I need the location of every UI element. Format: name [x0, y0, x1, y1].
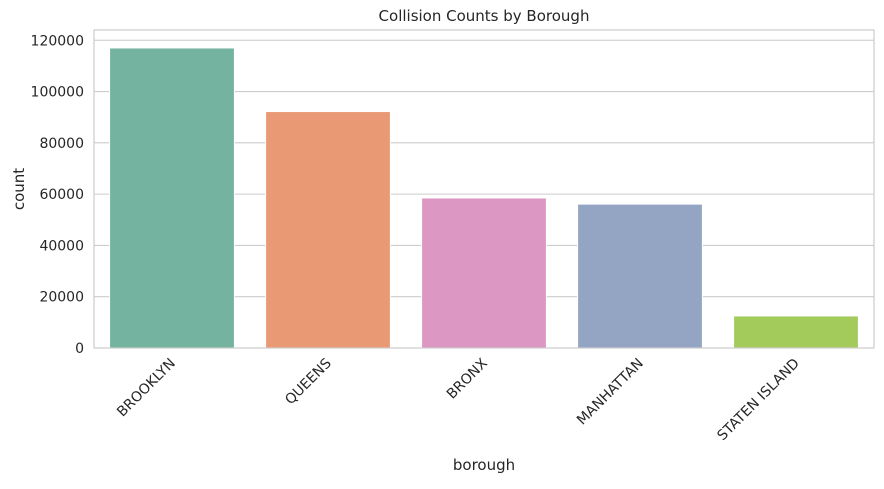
x-tick-label: MANHATTAN	[574, 356, 647, 429]
bar-brooklyn	[109, 47, 235, 349]
y-tick-labels: 0 20000 40000 60000 80000 100000 120000	[31, 33, 84, 357]
x-tick-label: QUEENS	[282, 355, 335, 408]
x-tick-label: BROOKLYN	[114, 356, 179, 421]
y-tick-label: 20000	[39, 290, 84, 306]
bar-queens	[265, 111, 391, 349]
plot-frame	[93, 29, 875, 349]
x-tick-label: STATEN ISLAND	[714, 356, 802, 444]
y-tick-label: 60000	[39, 187, 84, 203]
y-tick-label: 100000	[31, 85, 84, 101]
chart-title: Collision Counts by Borough	[379, 7, 590, 25]
y-tick-label: 120000	[31, 33, 84, 49]
x-tick-labels: BROOKLYN QUEENS BRONX MANHATTAN STATEN ISLAN…	[114, 355, 803, 444]
bar-staten-island	[733, 315, 859, 349]
y-tick-label: 40000	[39, 238, 84, 254]
bar-manhattan	[577, 203, 703, 349]
bar-bronx	[421, 197, 547, 349]
x-axis-label: borough	[453, 456, 515, 474]
y-tick-label: 0	[75, 341, 84, 357]
y-tick-label: 80000	[39, 136, 84, 152]
x-tick-label: BRONX	[444, 355, 491, 402]
y-axis-label: count	[10, 168, 28, 210]
